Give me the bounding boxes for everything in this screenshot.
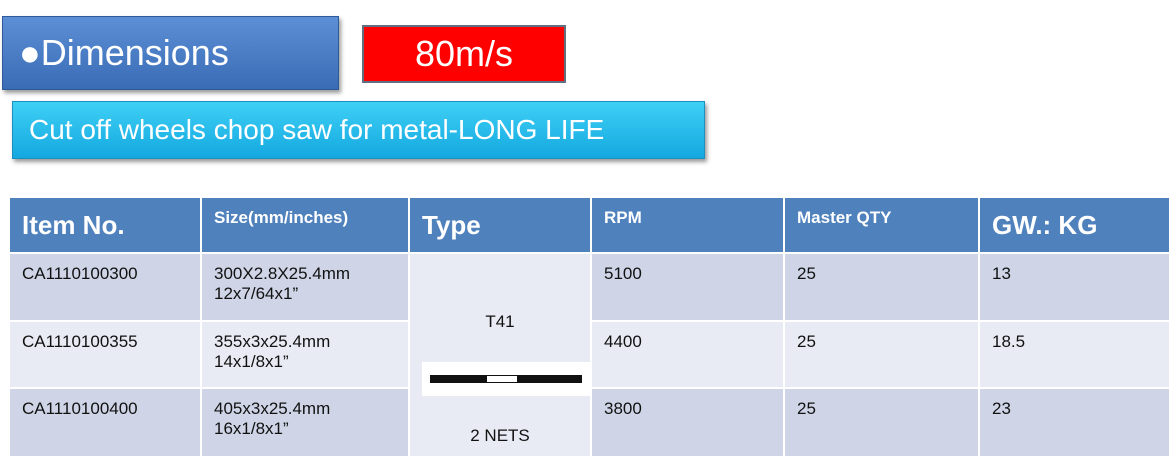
size-line: 12x7/64x1” bbox=[214, 284, 299, 303]
item-cell: CA1110100355 bbox=[8, 320, 202, 389]
size-line: 355x3x25.4mm bbox=[214, 332, 331, 351]
spec-table: Item No. Size(mm/inches) Type RPM Master… bbox=[8, 196, 1169, 458]
rpm-cell: 4400 bbox=[590, 320, 785, 389]
rpm-cell: 5100 bbox=[590, 252, 785, 322]
qty-cell: 25 bbox=[783, 252, 980, 322]
gw-cell: 23 bbox=[978, 387, 1169, 458]
gw-cell: 13 bbox=[978, 252, 1169, 322]
speed-badge: 80m/s bbox=[362, 25, 566, 83]
header-cell: Master QTY bbox=[783, 196, 980, 254]
size-line: 405x3x25.4mm bbox=[214, 399, 331, 418]
header-cell: Item No. bbox=[8, 196, 202, 254]
size-cell: 405x3x25.4mm 16x1/8x1” bbox=[200, 387, 410, 458]
type-label: 2 NETS bbox=[470, 426, 530, 445]
gw-cell: 18.5 bbox=[978, 320, 1169, 389]
header-cell: Size(mm/inches) bbox=[200, 196, 410, 254]
size-line: 300X2.8X25.4mm bbox=[214, 264, 351, 283]
item-cell: CA1110100400 bbox=[8, 387, 202, 458]
size-line: 16x1/8x1” bbox=[214, 419, 289, 438]
rpm-cell: 3800 bbox=[590, 387, 785, 458]
qty-cell: 25 bbox=[783, 387, 980, 458]
size-cell: 355x3x25.4mm 14x1/8x1” bbox=[200, 320, 410, 389]
size-cell: 300X2.8X25.4mm 12x7/64x1” bbox=[200, 252, 410, 322]
header-cell: GW.: KG bbox=[978, 196, 1169, 254]
size-line: 14x1/8x1” bbox=[214, 352, 289, 371]
type-label: T41 bbox=[485, 312, 515, 331]
title: ●Dimensions bbox=[2, 16, 339, 90]
type-cell: T41 2 NETS bbox=[408, 252, 592, 458]
qty-cell: 25 bbox=[783, 320, 980, 389]
header-cell: RPM bbox=[590, 196, 785, 254]
wheel-image bbox=[422, 362, 590, 396]
header-cell: Type bbox=[408, 196, 592, 254]
item-cell: CA1110100300 bbox=[8, 252, 202, 322]
subtitle: Cut off wheels chop saw for metal-LONG L… bbox=[12, 101, 705, 159]
